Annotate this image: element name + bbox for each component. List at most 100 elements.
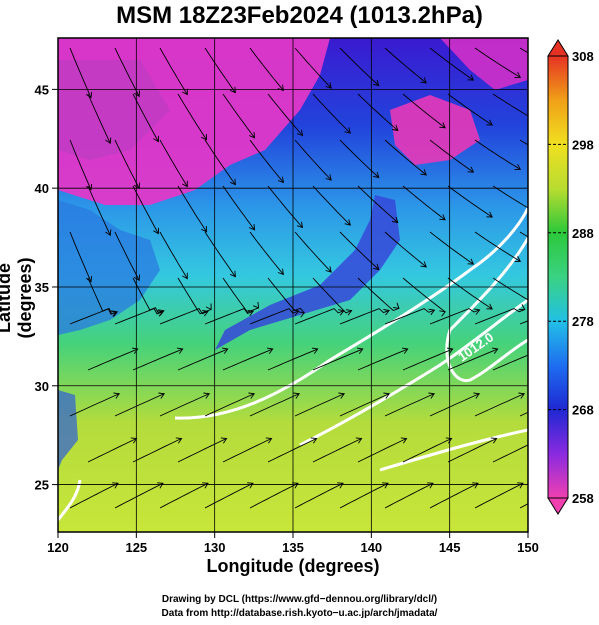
streamline-arrow: [157, 482, 164, 489]
streamline: [429, 47, 474, 81]
streamline: [474, 482, 524, 509]
streamline-arrow: [175, 437, 183, 444]
streamline: [249, 308, 299, 325]
streamline: [492, 354, 528, 371]
streamline-arrow: [439, 310, 446, 317]
streamline-arrow: [298, 311, 306, 318]
chart-title: MSM 18Z23Feb2024 (1013.2hPa): [116, 2, 483, 29]
streamline-arrow: [112, 482, 119, 489]
streamline: [339, 231, 380, 270]
streamline: [474, 47, 521, 78]
streamline-arrow: [133, 90, 140, 98]
streamline-arrow: [181, 272, 188, 280]
streamline: [87, 277, 117, 315]
isobar-1012-mid: [299, 298, 528, 447]
streamline: [429, 482, 479, 509]
streamline-arrow: [158, 392, 166, 399]
streamline: [384, 308, 435, 325]
streamline-arrow: [338, 392, 346, 399]
streamline-arrow: [392, 124, 399, 132]
streamline: [159, 308, 209, 325]
streamline: [447, 438, 497, 463]
streamline: [294, 231, 332, 273]
streamline-arrow: [131, 347, 139, 354]
streamline: [159, 482, 209, 509]
x-tick-label: 140: [360, 540, 382, 555]
streamline-arrow: [266, 347, 274, 354]
streamline-arrow: [249, 131, 256, 139]
streamline-arrow: [355, 437, 363, 444]
colorbar-tick-label: 278: [572, 314, 594, 329]
colorbar-tick-label: 288: [572, 226, 594, 241]
streamline: [114, 308, 163, 325]
streamline: [87, 93, 111, 144]
streamline: [114, 393, 165, 417]
streamline-arrow: [467, 74, 475, 81]
streamline: [267, 438, 317, 463]
streamline-arrow: [486, 303, 493, 310]
streamline-arrow: [383, 392, 391, 399]
streamline-arrow: [345, 309, 353, 316]
colorbar-scale: [547, 55, 569, 499]
streamline-arrow: [401, 347, 409, 354]
streamline-arrow: [356, 347, 364, 354]
streamline: [474, 393, 525, 417]
streamline: [69, 139, 92, 190]
streamline: [492, 277, 528, 301]
streamline: [294, 47, 332, 89]
streamline-arrow: [311, 347, 319, 354]
streamline: [474, 139, 521, 170]
streamline: [384, 139, 427, 176]
streamline-arrow: [229, 178, 236, 186]
streamline-arrow: [582, 348, 588, 354]
streamline: [114, 231, 140, 281]
streamline-arrow: [486, 119, 493, 126]
streamline-arrow: [325, 266, 332, 273]
x-axis-label: Longitude (degrees): [206, 556, 380, 576]
cold-region-sakhalin: [390, 95, 480, 165]
streamline: [294, 139, 332, 181]
streamline-arrow: [310, 437, 318, 444]
streamline: [402, 438, 452, 463]
streamline-arrow: [400, 437, 408, 444]
streamline-arrow: [181, 180, 188, 188]
streamline: [357, 277, 400, 312]
streamline-arrow: [203, 392, 211, 399]
streamline: [132, 185, 159, 234]
cold-region-northeast: [440, 38, 528, 90]
x-tick-label: 125: [125, 540, 147, 555]
streamline-arrow: [580, 299, 586, 304]
streamline: [447, 277, 493, 310]
streamline: [204, 393, 255, 417]
streamline-arrow: [514, 163, 522, 170]
streamline-arrow: [105, 229, 112, 236]
streamline: [474, 308, 525, 325]
streamline-arrow: [344, 127, 351, 134]
streamline: [87, 348, 138, 371]
streamline: [249, 482, 299, 509]
streamline: [177, 93, 207, 141]
streamline-arrow: [392, 216, 399, 224]
y-tick-label: 30: [35, 379, 49, 394]
colorbar-tick-label: 298: [572, 137, 594, 152]
streamline-arrow: [428, 392, 436, 399]
x-tick-label: 120: [47, 540, 69, 555]
streamline-arrow: [518, 392, 526, 399]
streamline-arrow: [325, 174, 332, 181]
streamline-arrow: [420, 169, 427, 176]
streamline: [249, 393, 300, 417]
streamline: [402, 277, 446, 313]
y-tick-label: 25: [35, 478, 49, 493]
streamline-arrow: [467, 258, 475, 265]
streamline-arrow: [247, 482, 254, 489]
streamline: [204, 308, 254, 325]
streamline: [492, 93, 528, 117]
streamline-arrow: [221, 347, 229, 354]
streamline: [132, 348, 183, 371]
streamline-arrow: [181, 88, 188, 96]
streamline-arrow: [393, 302, 400, 309]
streamline: [492, 185, 528, 209]
streamline-arrow: [205, 303, 212, 311]
x-tick-label: 135: [282, 540, 304, 555]
streamline: [177, 185, 207, 233]
